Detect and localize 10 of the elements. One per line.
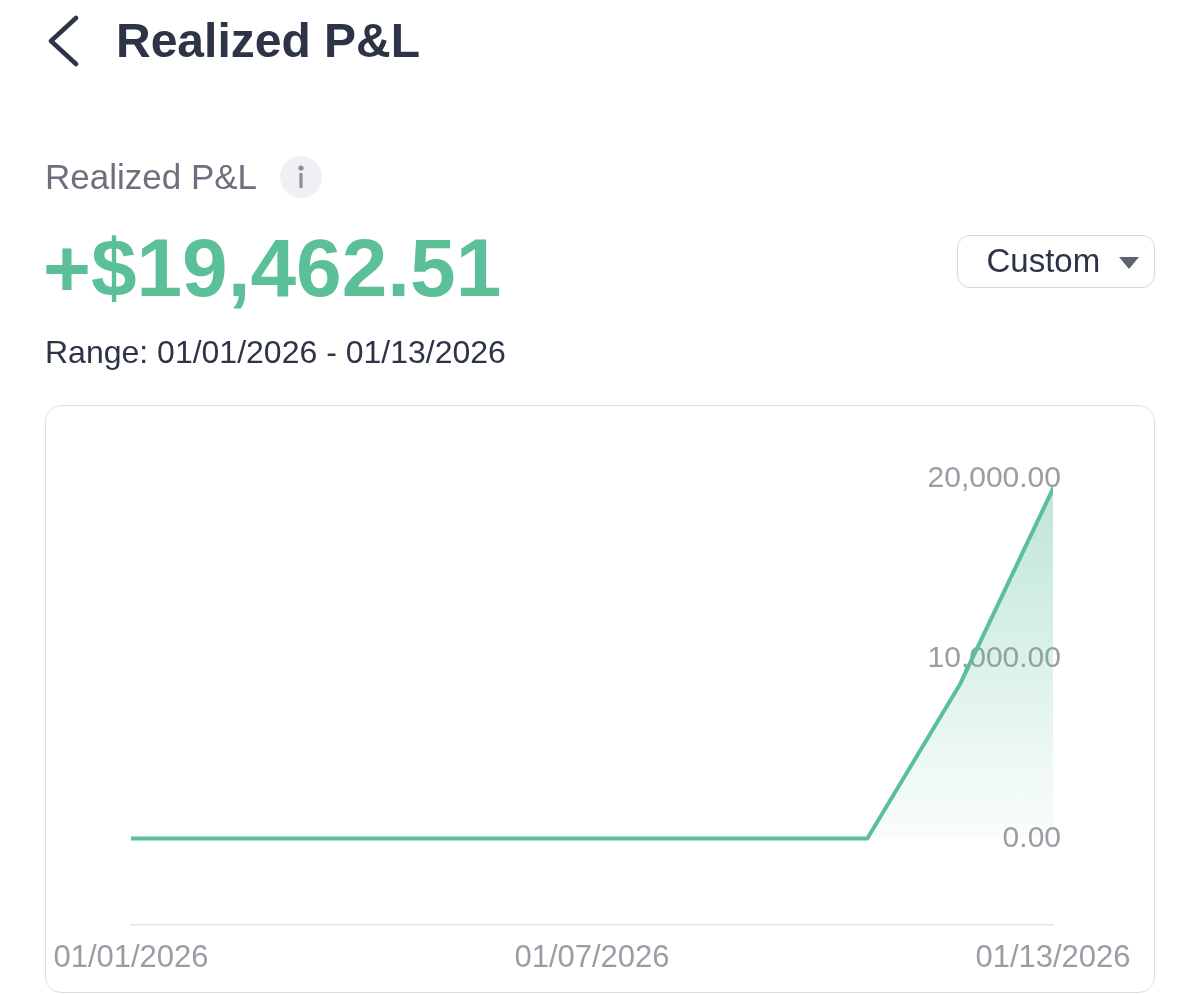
text: +$19,462.51 — [43, 222, 502, 313]
chart-subtitle: Realized P&L — [45, 157, 258, 196]
y-tick-label: 0.00 — [1002, 819, 1061, 853]
x-tick-label: 01/07/2026 — [514, 939, 670, 975]
dropdown-button: Custom — [957, 235, 1155, 288]
x-tick-label: 01/01/2026 — [53, 939, 209, 975]
x-tick-label: 01/13/2026 — [975, 939, 1131, 975]
y-tick-label: 20,000.00 — [927, 460, 1061, 494]
text: Range: 01/01/2026 - 01/13/2026 — [45, 334, 506, 370]
chart-title: Realized P&L — [116, 14, 421, 67]
